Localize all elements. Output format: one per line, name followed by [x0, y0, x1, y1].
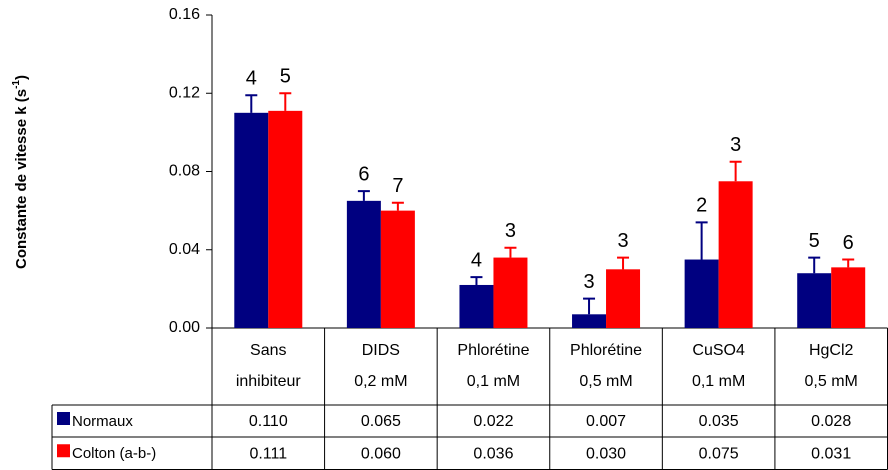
bar — [234, 112, 269, 328]
n-label: 2 — [696, 195, 707, 217]
y-label-text: Constante de vitesse k (s — [13, 89, 30, 269]
x-tick-label: 0,2 mM — [354, 373, 407, 390]
bar — [606, 269, 641, 328]
error-bar — [842, 258, 855, 268]
table-cell: 0.036 — [473, 445, 513, 462]
y-tick-label: 0.04 — [169, 241, 200, 258]
x-tick-label: CuSO4 — [692, 342, 745, 359]
x-tick-label: Sans — [250, 342, 286, 359]
error-bar — [695, 221, 708, 260]
legend-label: Colton (a-b-) — [72, 445, 156, 462]
bar — [718, 181, 753, 328]
table-cell: 0.022 — [473, 413, 513, 430]
x-tick-label: 0,5 mM — [579, 373, 632, 390]
table-cell: 0.111 — [249, 445, 287, 462]
n-label: 6 — [843, 232, 854, 254]
bar — [831, 267, 866, 328]
x-tick-label: Phlorétine — [570, 342, 642, 359]
bar — [684, 259, 719, 328]
n-label: 3 — [505, 220, 516, 242]
bar — [268, 110, 303, 328]
n-label: 3 — [617, 230, 628, 252]
x-tick-label: HgCl2 — [809, 342, 854, 359]
table-cell: 0.035 — [699, 413, 739, 430]
n-label: 7 — [392, 175, 403, 197]
y-axis-label: Constante de vitesse k (s-1) — [11, 75, 30, 269]
bar — [797, 273, 832, 328]
y-tick-label: 0.12 — [169, 84, 200, 101]
table-cell: 0.031 — [811, 445, 851, 462]
x-tick-label: DIDS — [362, 342, 400, 359]
n-label: 4 — [471, 249, 482, 271]
error-bar — [357, 190, 370, 201]
y-tick-label: 0.00 — [169, 319, 200, 336]
bar — [572, 314, 607, 328]
x-tick-label: 0,1 mM — [692, 373, 745, 390]
error-bar — [808, 256, 821, 274]
table-cell: 0.007 — [586, 413, 626, 430]
table-cell: 0.075 — [699, 445, 739, 462]
bar — [346, 200, 381, 328]
n-label: 3 — [730, 134, 741, 156]
x-tick-label: inhibiteur — [236, 373, 302, 390]
error-bar — [470, 276, 483, 285]
table-cell: 0.030 — [586, 445, 626, 462]
y-tick-label: 0.08 — [169, 163, 200, 180]
error-bar — [245, 94, 258, 113]
y-label-sup: -1 — [11, 80, 22, 89]
error-bar — [729, 160, 742, 182]
error-bar — [504, 246, 517, 258]
y-label-end: ) — [13, 75, 30, 80]
table-cell: 0.060 — [361, 445, 401, 462]
x-tick-label: Phlorétine — [457, 342, 529, 359]
legend-swatch — [57, 412, 70, 425]
error-bar — [583, 297, 596, 315]
n-label: 5 — [280, 66, 291, 88]
legend-swatch — [57, 444, 70, 458]
table-cell: 0.065 — [361, 413, 401, 430]
n-label: 6 — [358, 163, 369, 185]
legend-label: Normaux — [72, 413, 133, 430]
n-label: 3 — [583, 271, 594, 293]
n-label: 4 — [246, 67, 257, 89]
x-tick-label: 0,5 mM — [805, 373, 858, 390]
x-tick-label: 0,1 mM — [467, 373, 520, 390]
error-bar — [391, 201, 404, 211]
error-bar — [617, 256, 630, 270]
error-bar — [279, 92, 292, 111]
y-tick-label: 0.16 — [169, 6, 200, 23]
bar — [459, 284, 494, 328]
table-cell: 0.028 — [811, 413, 851, 430]
bar — [493, 257, 528, 328]
n-label: 5 — [809, 230, 820, 252]
bar — [380, 210, 415, 328]
table-cell: 0.110 — [249, 413, 288, 430]
